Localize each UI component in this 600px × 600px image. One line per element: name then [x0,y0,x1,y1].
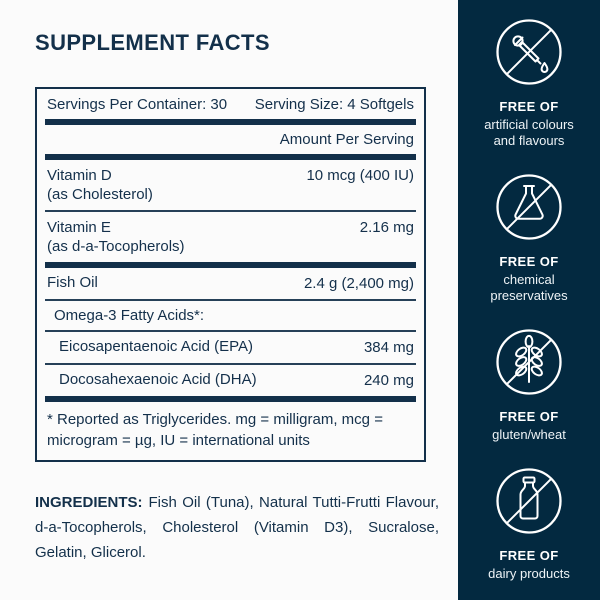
badge-title: FREE OF [499,254,559,269]
nutrient-name: Vitamin D [47,167,112,184]
amount-per-serving-header: Amount Per Serving [279,131,414,148]
nutrient-row-dha: Docosahexaenoic Acid (DHA) 240 mg [45,365,416,396]
divider-thin [45,210,416,212]
free-of-sidebar: FREE OF artificial colours and flavours … [458,0,600,600]
badge-title: FREE OF [499,548,559,563]
divider-thick [45,262,416,268]
nutrient-name: Vitamin E [47,219,111,236]
nutrient-row-vitamin-d: Vitamin D (as Cholesterol) 10 mcg (400 I… [45,160,416,210]
nutrient-name: Docosahexaenoic Acid (DHA) [59,371,257,388]
badge-gluten-wheat: FREE OF gluten/wheat [492,326,566,443]
badge-chemical-preservatives: FREE OF chemical preservatives [472,171,586,304]
nutrient-detail: (as d-a-Tocopherols) [47,238,185,255]
table-footnote: * Reported as Triglycerides. mg = millig… [47,411,383,449]
badge-dairy-products: FREE OF dairy products [488,465,570,582]
divider-thin [45,299,416,301]
label-main-column: SUPPLEMENT FACTS Servings Per Container:… [35,30,439,565]
ingredients-paragraph: INGREDIENTS: Fish Oil (Tuna), Natural Tut… [35,490,439,565]
badge-caption: gluten/wheat [492,427,566,442]
badge-caption: artificial colours and flavours [484,117,574,148]
amount-header-row: Amount Per Serving [45,125,416,154]
nutrient-name: Omega-3 Fatty Acids*: [54,307,205,324]
nutrient-detail: (as Cholesterol) [47,186,153,203]
divider-thick [45,119,416,125]
no-bottle-icon [496,468,562,534]
no-wheat-icon [496,329,562,395]
nutrient-row-vitamin-e: Vitamin E (as d-a-Tocopherols) 2.16 mg [45,212,416,262]
badge-title: FREE OF [499,99,559,114]
servings-per-container: Servings Per Container: 30 [47,96,228,113]
nutrient-row-fish-oil: Fish Oil 2.4 g (2,400 mg) [45,268,416,299]
nutrient-amount: 2.4 g (2,400 mg) [303,275,414,292]
nutrient-row-epa: Eicosapentaenoic Acid (EPA) 384 mg [45,332,416,363]
divider-thin [45,330,416,332]
servings-header-row: Servings Per Container: 30 Serving Size:… [45,89,416,119]
no-flask-icon [496,174,562,240]
ingredients-label: INGREDIENTS: [35,494,143,511]
nutrient-row-omega3: Omega-3 Fatty Acids*: [45,301,416,330]
divider-thick [45,396,416,402]
ingredients-text: Fish Oil (Tuna), Natural Tutti-Frutti Fl… [35,494,439,561]
no-dropper-icon [496,19,562,85]
badge-caption: chemical preservatives [490,272,568,303]
supplement-facts-table: Servings Per Container: 30 Serving Size:… [35,87,426,462]
nutrient-amount: 384 mg [363,339,414,356]
badge-artificial-colours: FREE OF artificial colours and flavours [472,16,586,149]
nutrient-name: Eicosapentaenoic Acid (EPA) [59,338,253,355]
divider-thick [45,154,416,160]
nutrient-amount: 2.16 mg [359,219,414,236]
nutrient-name: Fish Oil [47,274,98,291]
badge-title: FREE OF [499,409,559,424]
nutrient-amount: 10 mcg (400 IU) [306,167,414,184]
divider-thin [45,363,416,365]
page-title: SUPPLEMENT FACTS [35,30,270,55]
serving-size: Serving Size: 4 Softgels [254,96,414,113]
badge-caption: dairy products [488,566,570,581]
nutrient-amount: 240 mg [363,372,414,389]
